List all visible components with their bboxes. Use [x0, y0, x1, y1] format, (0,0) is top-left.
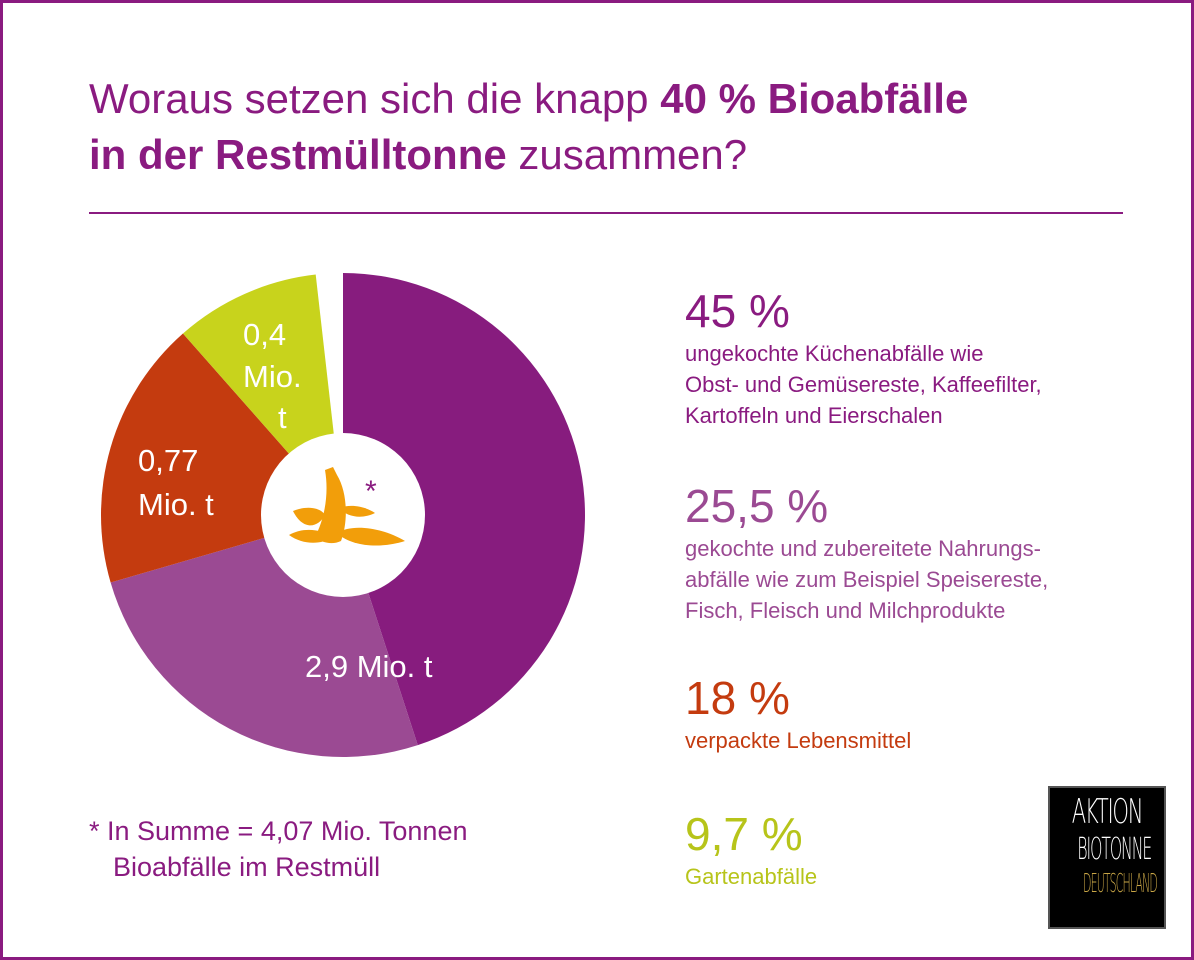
banana-peel-icon: [289, 467, 405, 546]
legend-description-line: Kartoffeln und Eierschalen: [685, 403, 943, 428]
legend-percent: 25,5 %: [685, 480, 829, 532]
chart-title: Woraus setzen sich die knapp 40 % Bioabf…: [89, 71, 1109, 183]
legend-item: 25,5 % gekochte und zubereitete Nahrungs-…: [685, 481, 1048, 626]
title-bold1: 40 % Bioabfälle: [660, 75, 969, 122]
slice-label: 0,4: [243, 317, 286, 352]
asterisk-mark: *: [365, 475, 377, 508]
legend-description-line: ungekochte Küchenabfälle wie: [685, 341, 984, 366]
legend-description-line: Obst- und Gemüsereste, Kaffeefilter,: [685, 372, 1042, 397]
title-part2: zusammen?: [506, 131, 748, 178]
legend-description-line: Gartenabfälle: [685, 864, 818, 889]
legend-item: 9,7 % Gartenabfälle: [685, 809, 817, 892]
legend-percent: 9,7 %: [685, 808, 803, 860]
aktion-biotonne-logo: AKTION BIOTONNE DEUTSCHLAND: [1048, 786, 1166, 929]
divider: [89, 212, 1123, 214]
legend-description-line: verpackte Lebensmittel: [685, 728, 912, 753]
footnote-line1: * In Summe = 4,07 Mio. Tonnen: [89, 816, 468, 846]
legend-description-line: gekochte und zubereitete Nahrungs-: [685, 536, 1041, 561]
donut-chart: 2,9 Mio. t 0,77 Mio. t 0,4 Mio. t *: [100, 273, 585, 758]
legend-description-line: abfälle wie zum Beispiel Speisereste,: [685, 567, 1049, 592]
slice-label: 2,9 Mio. t: [305, 649, 433, 684]
slice-label: Mio.: [243, 359, 302, 394]
legend-percent: 18 %: [685, 672, 790, 724]
pie-slice: [343, 273, 585, 746]
logo-line1: AKTION: [1071, 792, 1144, 832]
legend-description-line: Fisch, Fleisch und Milchprodukte: [685, 598, 1006, 623]
legend-percent: 45 %: [685, 285, 790, 337]
legend-item: 18 % verpackte Lebensmittel: [685, 673, 911, 756]
slice-label: Mio. t: [138, 487, 214, 522]
title-part1: Woraus setzen sich die knapp: [89, 75, 661, 122]
footnote-line2: Bioabfälle im Restmüll: [113, 852, 381, 882]
slice-label: t: [278, 400, 287, 435]
slice-label: 0,77: [138, 443, 198, 478]
title-bold2: in der Restmülltonne: [89, 131, 507, 178]
logo-line3: DEUTSCHLAND: [1083, 869, 1158, 899]
legend-item: 45 % ungekochte Küchenabfälle wie Obst- un…: [685, 286, 1042, 431]
footnote: * In Summe = 4,07 Mio. Tonnen Bioabfälle…: [89, 813, 467, 885]
logo-line2: BIOTONNE: [1077, 832, 1152, 867]
